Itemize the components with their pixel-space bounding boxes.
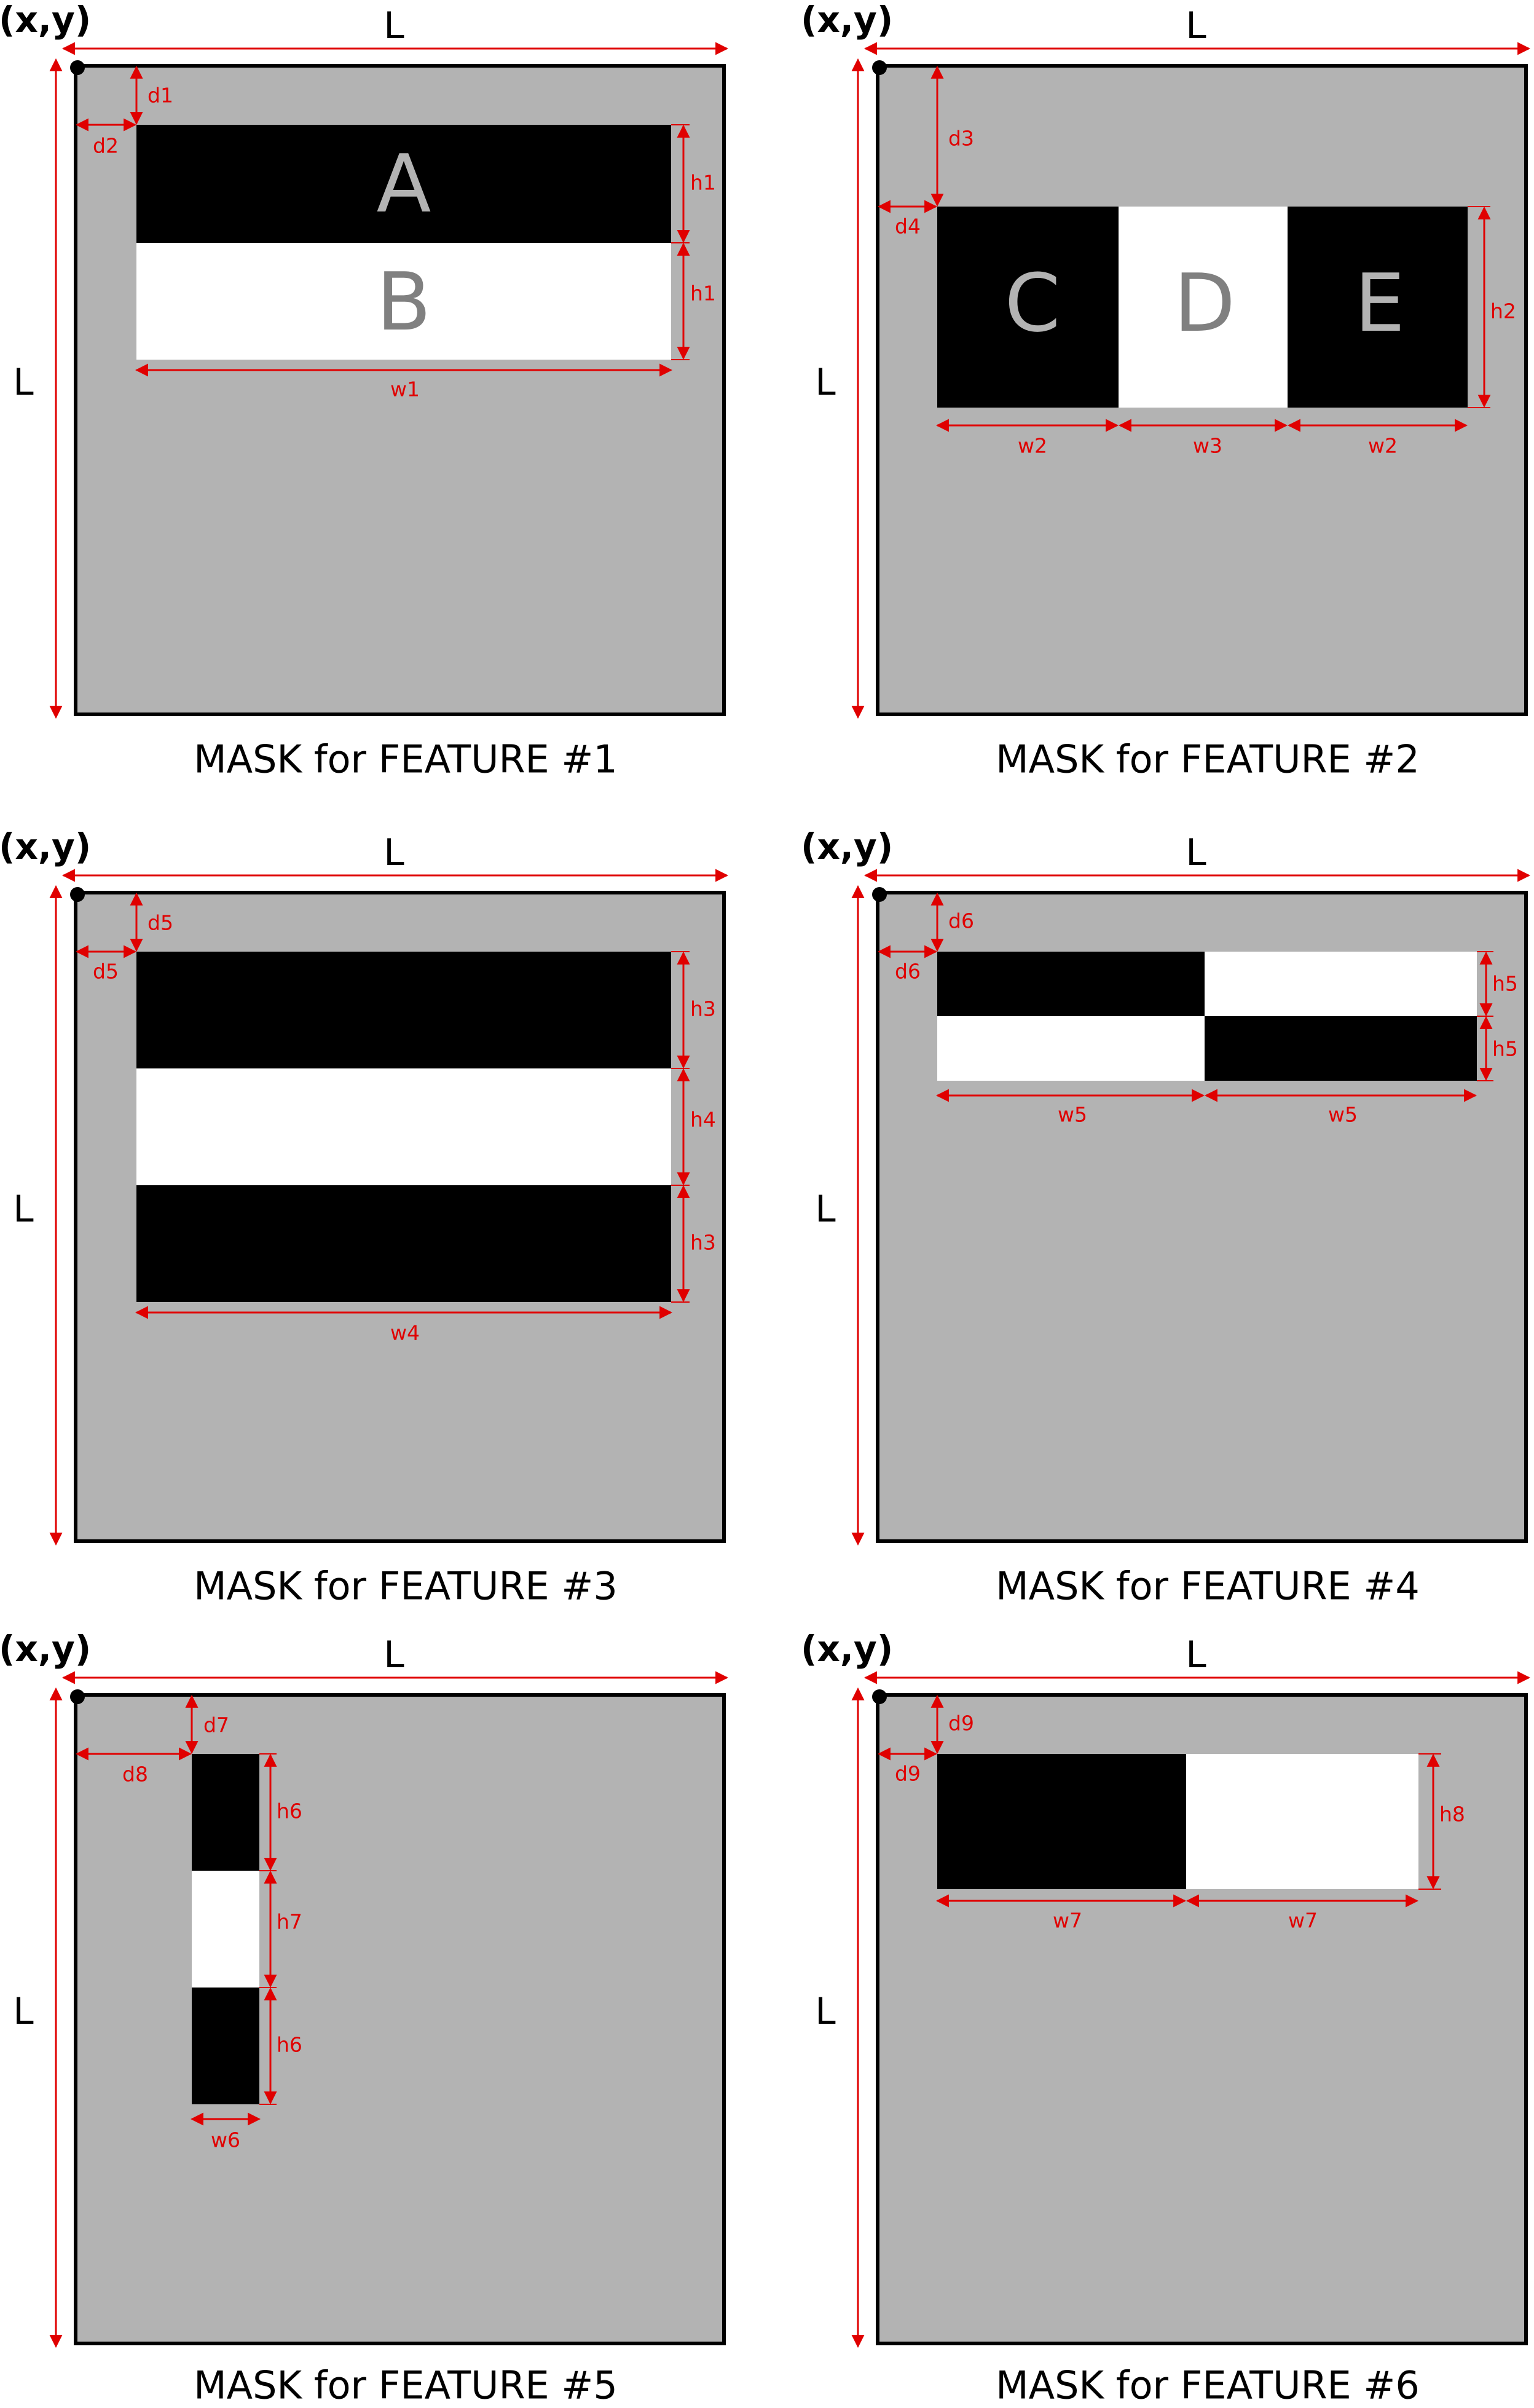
width-1-label: w7 <box>1053 1909 1082 1933</box>
width-d-label: w3 <box>1193 434 1222 458</box>
feature-3-band-1 <box>136 952 671 1068</box>
width-label: w1 <box>390 377 420 401</box>
feature-2-letter-e: E <box>1355 256 1405 350</box>
height-a-label: h1 <box>690 171 716 195</box>
side-length-left-label: L <box>815 1188 836 1231</box>
height-2-label: h4 <box>690 1108 716 1132</box>
feature-2-region-c <box>937 207 1119 408</box>
offset-left-label: d4 <box>895 215 921 239</box>
offset-left-label: d2 <box>93 134 119 158</box>
mask-caption: MASK for FEATURE #5 <box>194 2363 618 2408</box>
feature-2-region-d <box>1119 207 1288 408</box>
offset-left-label: d9 <box>895 1762 921 1786</box>
feature-4-cell-bottom-right <box>1205 1016 1477 1081</box>
offset-top-label: d9 <box>948 1711 974 1735</box>
origin-label: (x,y) <box>0 0 91 41</box>
width-2-label: w7 <box>1288 1909 1318 1933</box>
offset-top-label: d5 <box>148 911 173 935</box>
height-1-label: h3 <box>690 997 716 1021</box>
origin-dot <box>872 887 887 902</box>
width-label: w6 <box>211 2128 240 2152</box>
offset-top-label: d1 <box>148 84 173 108</box>
feature-1-region-b <box>136 243 671 360</box>
feature-2-region-e <box>1288 207 1468 408</box>
feature-3-band-2 <box>136 1068 671 1185</box>
height-label: h2 <box>1490 299 1516 323</box>
offset-top-label: d7 <box>203 1713 229 1737</box>
feature-2-letter-c: C <box>1005 256 1061 350</box>
origin-dot <box>872 1689 887 1704</box>
width-e-label: w2 <box>1368 434 1398 458</box>
height-1-label: h5 <box>1492 972 1518 996</box>
side-length-top-label: L <box>384 4 404 47</box>
feature-3-band-3 <box>136 1185 671 1302</box>
origin-dot <box>872 60 887 75</box>
origin-label: (x,y) <box>801 0 893 41</box>
height-2-label: h7 <box>277 1910 302 1934</box>
feature-1-letter-b: B <box>376 255 431 349</box>
side-length-top-label: L <box>384 831 404 874</box>
width-label: w4 <box>390 1321 420 1345</box>
feature-6-region-2 <box>1186 1754 1418 1889</box>
origin-label: (x,y) <box>801 1628 893 1670</box>
height-3-label: h6 <box>277 2033 302 2057</box>
mask-caption: MASK for FEATURE #1 <box>194 737 618 782</box>
feature-1-letter-a: A <box>377 137 431 231</box>
offset-top-label: d6 <box>948 909 974 933</box>
height-b-label: h1 <box>690 282 716 306</box>
mask-caption: MASK for FEATURE #6 <box>996 2363 1420 2408</box>
side-length-left-label: L <box>13 1188 34 1231</box>
origin-dot <box>70 60 85 75</box>
feature-5-band-2 <box>192 1871 259 1988</box>
mask-caption: MASK for FEATURE #2 <box>996 737 1420 782</box>
width-1-label: w5 <box>1058 1103 1087 1127</box>
feature-5-band-3 <box>192 1988 259 2104</box>
side-length-top-label: L <box>384 1633 404 1676</box>
width-c-label: w2 <box>1018 434 1047 458</box>
mask-square <box>74 1693 726 2345</box>
origin-label: (x,y) <box>0 1628 91 1670</box>
offset-left-label: d8 <box>122 1763 148 1786</box>
offset-left-label: d6 <box>895 960 921 984</box>
side-length-left-label: L <box>13 361 34 404</box>
side-length-left-label: L <box>13 1990 34 2033</box>
mask-caption: MASK for FEATURE #3 <box>194 1564 618 1609</box>
side-length-left-label: L <box>815 1990 836 2033</box>
height-1-label: h6 <box>277 1799 302 1823</box>
origin-dot <box>70 887 85 902</box>
feature-4-cell-bottom-left <box>937 1016 1205 1081</box>
height-2-label: h5 <box>1492 1037 1518 1061</box>
height-label: h8 <box>1439 1802 1465 1826</box>
width-2-label: w5 <box>1328 1103 1358 1127</box>
offset-left-label: d5 <box>93 960 119 984</box>
side-length-left-label: L <box>815 361 836 404</box>
feature-5-band-1 <box>192 1754 259 1871</box>
origin-label: (x,y) <box>0 826 91 867</box>
mask-caption: MASK for FEATURE #4 <box>996 1564 1420 1609</box>
side-length-top-label: L <box>1186 4 1206 47</box>
feature-4-cell-top-left <box>937 952 1205 1016</box>
height-3-label: h3 <box>690 1231 716 1255</box>
side-length-top-label: L <box>1186 831 1206 874</box>
feature-6-region-1 <box>937 1754 1186 1889</box>
feature-4-cell-top-right <box>1205 952 1477 1016</box>
side-length-top-label: L <box>1186 1633 1206 1676</box>
offset-top-label: d3 <box>948 127 974 151</box>
origin-dot <box>70 1689 85 1704</box>
origin-label: (x,y) <box>801 826 893 867</box>
feature-1-region-a <box>136 125 671 243</box>
feature-2-letter-d: D <box>1174 256 1235 350</box>
